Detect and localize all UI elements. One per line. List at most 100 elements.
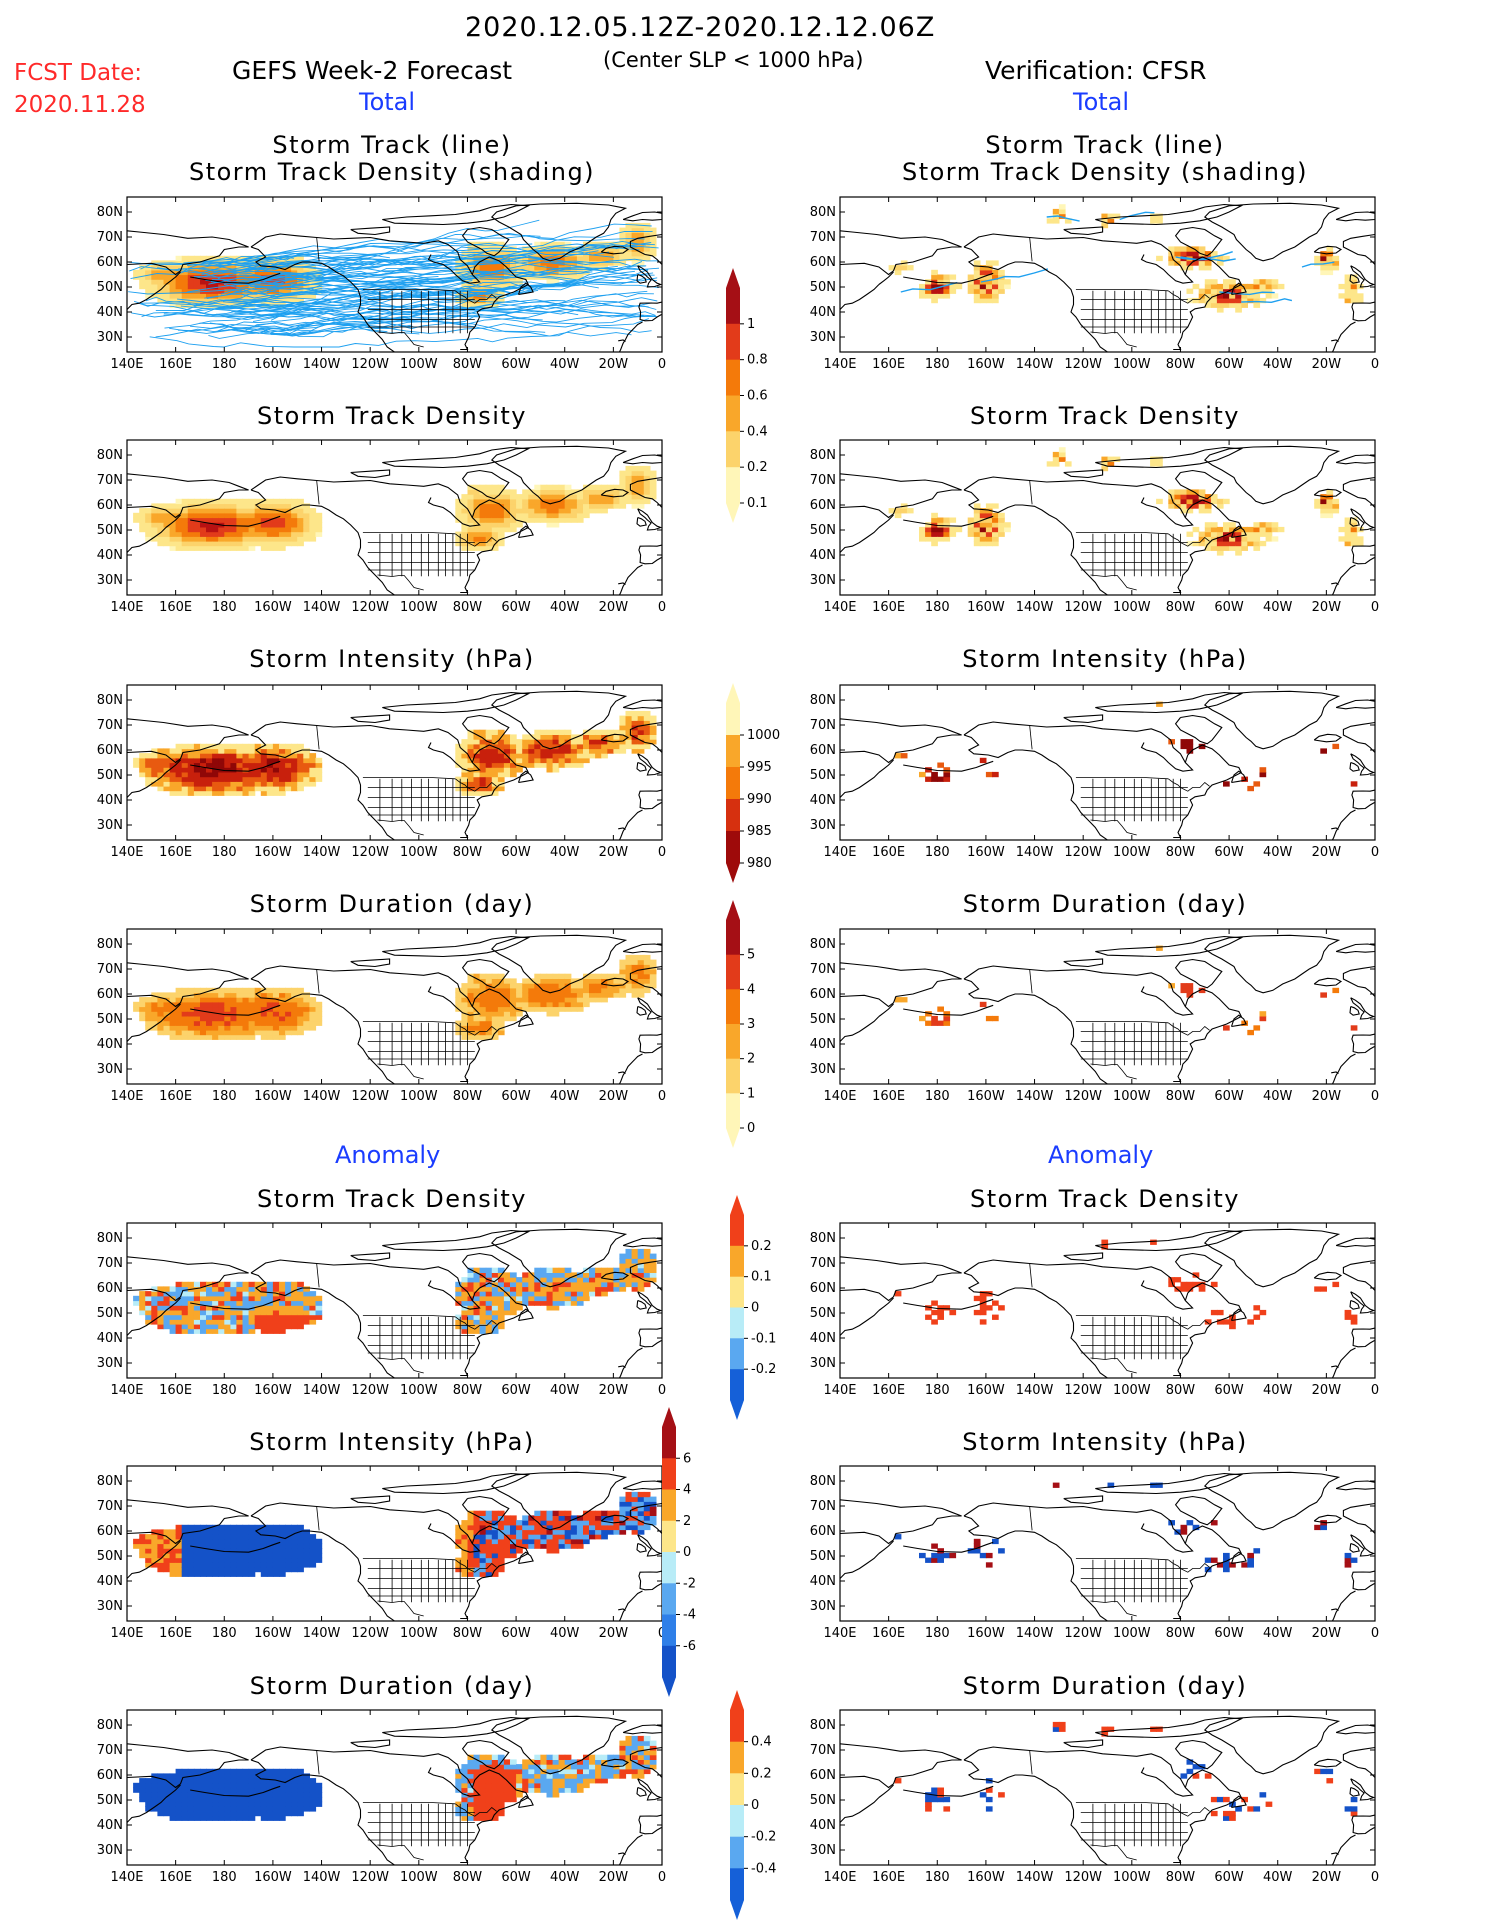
grid-cell (980, 527, 987, 532)
grid-cell (206, 503, 213, 508)
grid-cell (595, 494, 602, 499)
lon-tick-label: 140E (110, 357, 143, 372)
grid-cell (1260, 767, 1267, 772)
grid-cell (468, 781, 475, 786)
grid-cell (510, 767, 517, 772)
political-border (378, 1601, 424, 1616)
grid-cell (516, 1002, 523, 1007)
grid-cell (480, 1539, 487, 1544)
grid-cell (194, 546, 201, 551)
grid-cell (182, 275, 189, 280)
grid-cell (571, 744, 578, 749)
lon-tick-label: 160W (254, 845, 292, 860)
grid-cell (218, 1529, 225, 1534)
grid-cell (1229, 541, 1236, 546)
grid-cell (1260, 1016, 1267, 1021)
grid-cell (218, 1296, 225, 1301)
grid-cell (534, 1282, 541, 1287)
grid-cell (510, 988, 517, 993)
grid-cell (206, 1534, 213, 1539)
grid-cell (516, 494, 523, 499)
grid-cell (474, 1520, 481, 1525)
grid-cell (273, 1305, 280, 1310)
grid-cell (236, 541, 243, 546)
grid-cell (188, 1329, 195, 1334)
coastline (623, 1238, 662, 1247)
grid-cell (559, 763, 566, 768)
grid-cell (218, 1035, 225, 1040)
grid-cell (157, 1553, 164, 1558)
grid-cell (230, 541, 237, 546)
grid-cell (218, 753, 225, 758)
grid-cell (279, 532, 286, 537)
grid-cell (285, 1525, 292, 1530)
grid-cell (540, 1296, 547, 1301)
grid-cell (461, 1315, 468, 1320)
grid-cell (1229, 1324, 1236, 1329)
grid-cell (986, 541, 993, 546)
grid-cell (516, 767, 523, 772)
grid-cell (243, 1030, 250, 1035)
grid-cell (553, 1011, 560, 1016)
grid-cell (1253, 541, 1260, 546)
grid-cell (1272, 536, 1279, 541)
grid-cell (261, 1286, 268, 1291)
lon-tick-label: 140W (303, 357, 341, 372)
grid-cell (249, 786, 256, 791)
grid-cell (145, 1016, 152, 1021)
coastline (519, 526, 534, 537)
grid-cell (249, 1016, 256, 1021)
grid-cell (236, 1282, 243, 1287)
grid-cell (297, 1025, 304, 1030)
grid-cell (230, 1310, 237, 1315)
lon-tick-label: 100W (400, 357, 438, 372)
grid-cell (151, 1301, 158, 1306)
grid-cell (182, 1562, 189, 1567)
grid-cell (255, 1315, 262, 1320)
grid-cell (510, 503, 517, 508)
grid-cell (516, 1011, 523, 1016)
grid-cell (589, 730, 596, 735)
lon-tick-label: 160E (159, 357, 192, 372)
grid-cell (992, 298, 999, 303)
grid-cell (974, 260, 981, 265)
grid-cell (498, 1301, 505, 1306)
grid-cell (218, 1553, 225, 1558)
grid-cell (157, 1002, 164, 1007)
lon-tick-label: 80W (453, 357, 483, 372)
grid-cell (553, 508, 560, 513)
grid-cell (236, 1025, 243, 1030)
grid-cell (194, 1315, 201, 1320)
grid-cell (626, 974, 633, 979)
grid-cell (316, 1296, 323, 1301)
grid-cell (644, 466, 651, 471)
grid-cell (316, 758, 323, 763)
grid-cell (931, 298, 938, 303)
grid-cell (626, 744, 633, 749)
lon-tick-label: 160W (967, 1089, 1005, 1104)
grid-cell (583, 260, 590, 265)
grid-cell (279, 767, 286, 772)
lat-tick-label: 50N (810, 1306, 836, 1321)
grid-cell (303, 1319, 310, 1324)
grid-cell (516, 1296, 523, 1301)
grid-cell (943, 767, 950, 772)
grid-cell (212, 1529, 219, 1534)
grid-cell (992, 260, 999, 265)
grid-cell (236, 1011, 243, 1016)
grid-cell (553, 503, 560, 508)
grid-cell (261, 1329, 268, 1334)
grid-cell (619, 1501, 626, 1506)
coastline (618, 1366, 625, 1368)
grid-cell (498, 772, 505, 777)
grid-cell (309, 536, 316, 541)
grid-cell (547, 1539, 554, 1544)
grid-cell (249, 992, 256, 997)
grid-cell (461, 983, 468, 988)
grid-cell (559, 758, 566, 763)
grid-cell (998, 522, 1005, 527)
grid-cell (218, 1286, 225, 1291)
political-border (1076, 1559, 1168, 1560)
